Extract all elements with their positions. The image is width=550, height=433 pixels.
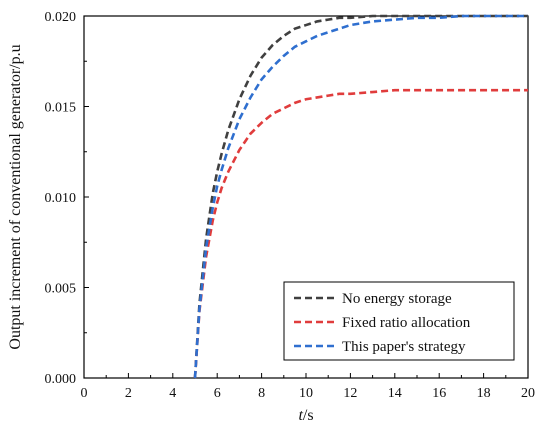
x-tick-label: 12 <box>343 386 357 401</box>
y-tick-label: 0.005 <box>45 282 77 297</box>
x-tick-label: 6 <box>214 386 221 401</box>
series-line-1 <box>193 14 528 379</box>
legend: No energy storage Fixed ratio allocation T… <box>283 281 515 361</box>
x-tick-label: 20 <box>521 386 535 401</box>
legend-label: No energy storage <box>342 291 452 307</box>
y-tick-label: 0.015 <box>45 101 77 116</box>
x-axis: 0 2 4 6 8 10 12 14 16 18 20 <box>81 373 535 401</box>
y-tick-label: 0.010 <box>45 191 77 206</box>
x-tick-label: 8 <box>258 386 265 401</box>
x-axis-label-unit: /s <box>303 407 314 424</box>
y-tick-label: 0.020 <box>45 10 77 25</box>
x-tick-label: 2 <box>125 386 132 401</box>
x-tick-label: 14 <box>388 386 402 401</box>
x-tick-label: 10 <box>299 386 313 401</box>
y-axis-label: Output increment of conventional generat… <box>7 44 24 349</box>
legend-label: This paper's strategy <box>342 339 466 355</box>
x-tick-label: 18 <box>477 386 491 401</box>
x-tick-label: 16 <box>432 386 446 401</box>
y-axis: 0.000 0.005 0.010 0.015 0.020 <box>45 10 89 387</box>
x-axis-label-var: t <box>298 407 303 424</box>
series-line-3 <box>193 14 528 379</box>
series-line-2 <box>193 88 528 379</box>
series-layer <box>193 14 528 379</box>
y-tick-label: 0.000 <box>45 372 77 387</box>
x-axis-label: t/s <box>298 407 313 424</box>
legend-label: Fixed ratio allocation <box>342 315 471 331</box>
x-tick-label: 0 <box>81 386 88 401</box>
x-tick-label: 4 <box>169 386 176 401</box>
